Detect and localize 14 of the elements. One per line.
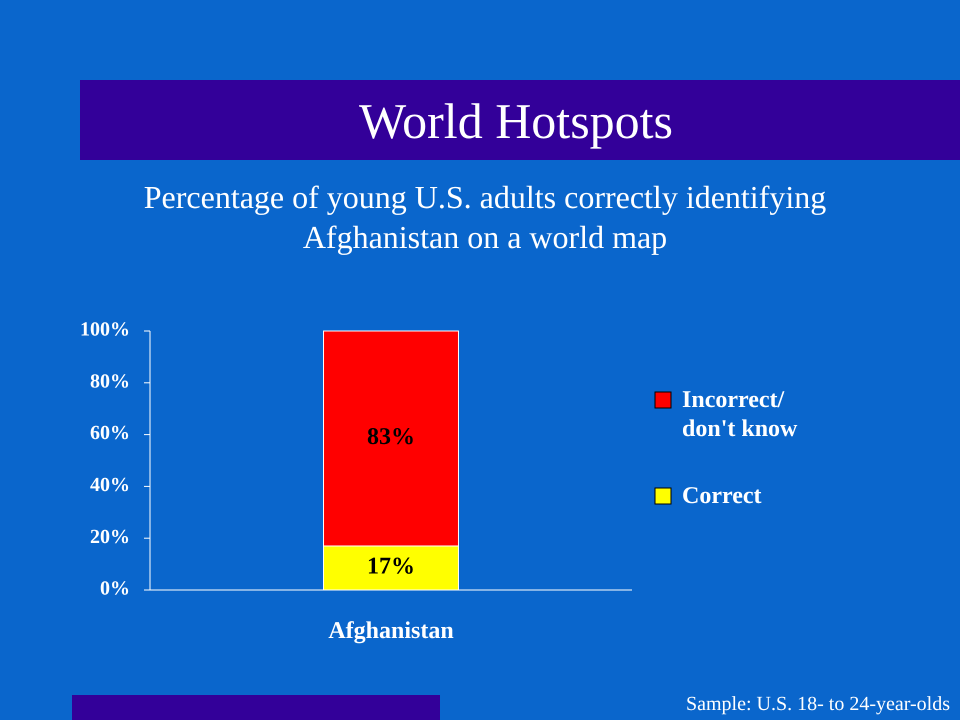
data-label: 17% (367, 553, 415, 580)
legend-label: Correct (682, 483, 762, 509)
y-tick-label: 20% (90, 526, 130, 548)
y-tick-label: 40% (90, 474, 130, 496)
data-label: 83% (367, 424, 415, 450)
y-tick-label: 60% (90, 422, 130, 444)
chart-title: World Hotspots (358, 93, 674, 149)
chart-subtitle: Percentage of young U.S. adults correctly identifying Afghanistan on a world map (144, 179, 826, 255)
y-tick-label: 0% (100, 578, 130, 600)
y-tick-label: 80% (90, 370, 130, 392)
x-tick-label: Afghanistan (328, 618, 454, 644)
y-tick-label: 100% (80, 318, 130, 341)
legend-label: Incorrect/ don't know (682, 387, 798, 442)
text: Sample: U.S. 18- to 24-year-olds (686, 693, 950, 715)
